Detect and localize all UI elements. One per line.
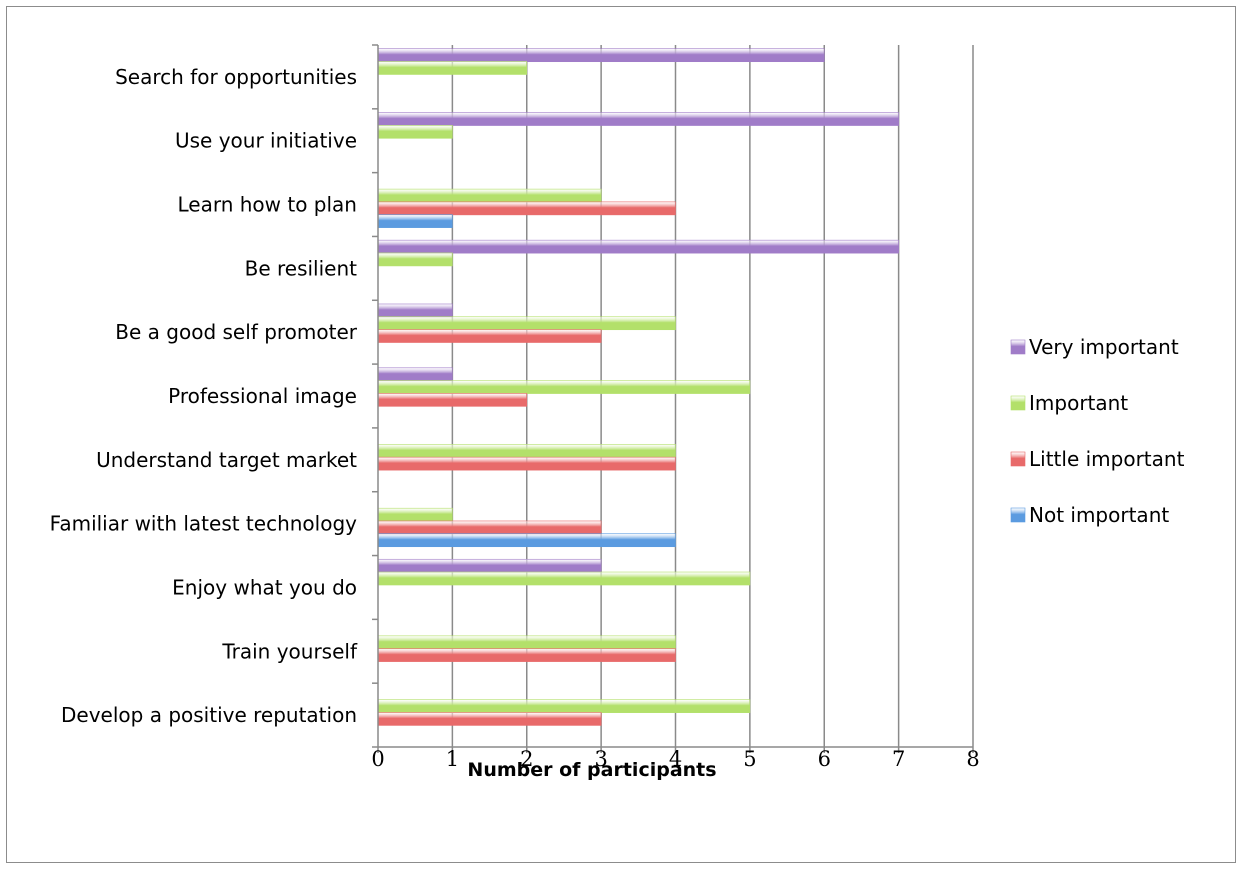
category-label-10: Develop a positive reputation <box>61 703 357 727</box>
category-label-3: Be resilient <box>245 256 358 280</box>
bar-1-8 <box>377 571 751 586</box>
legend-swatch-0 <box>1010 339 1026 355</box>
bar-2-4 <box>377 329 602 343</box>
bar-0-5 <box>377 367 453 382</box>
legend-label-0: Very important <box>1029 335 1179 359</box>
bar-3-7 <box>377 533 676 548</box>
bar-1-6 <box>377 444 676 458</box>
bar-2-7 <box>377 520 602 535</box>
bar-1-10 <box>377 699 751 713</box>
x-tick-label-0: 0 <box>371 747 384 771</box>
bar-1-9 <box>377 635 676 650</box>
x-tick-label-6: 6 <box>818 747 831 771</box>
bar-2-5 <box>377 393 528 407</box>
category-label-9: Train yourself <box>221 639 358 663</box>
bar-1-7 <box>377 507 453 522</box>
bar-2-10 <box>377 712 602 726</box>
x-tick-label-8: 8 <box>966 747 979 771</box>
x-tick-label-2: 2 <box>520 747 533 771</box>
bar-2-9 <box>377 648 676 662</box>
category-label-2: Learn how to plan <box>177 193 357 217</box>
legend-label-2: Little important <box>1029 447 1185 471</box>
chart-frame: Search for opportunities Use your initiat… <box>6 6 1236 863</box>
x-tick-label-4: 4 <box>669 747 682 771</box>
bar-0-8 <box>377 558 602 573</box>
legend-swatch-2 <box>1010 451 1026 467</box>
category-label-7: Familiar with latest technology <box>50 512 357 536</box>
category-label-0: Search for opportunities <box>115 65 357 89</box>
bar-1-5 <box>377 380 751 394</box>
bar-1-0 <box>377 61 528 75</box>
x-tick-label-1: 1 <box>446 747 459 771</box>
legend-label-1: Important <box>1029 391 1128 415</box>
legend-swatch-3 <box>1010 507 1026 523</box>
x-tick-label-3: 3 <box>594 747 607 771</box>
legend-swatch-1 <box>1010 395 1026 411</box>
bar-1-1 <box>377 124 453 139</box>
bar-0-3 <box>377 239 899 254</box>
bar-0-4 <box>377 303 453 318</box>
bars <box>377 48 899 726</box>
x-axis-title: Number of participants <box>467 759 716 781</box>
x-tick-label-7: 7 <box>892 747 905 771</box>
bar-1-4 <box>377 316 676 331</box>
category-label-4: Be a good self promoter <box>115 320 357 344</box>
bar-0-0 <box>377 48 825 63</box>
x-tick-labels: 0 1 2 3 4 5 6 7 8 <box>371 747 979 771</box>
category-label-5: Professional image <box>168 384 357 408</box>
category-label-6: Understand target market <box>96 448 357 472</box>
bar-0-1 <box>377 112 899 126</box>
legend-label-3: Not important <box>1029 503 1169 527</box>
legend: Very important Important Little important N… <box>1010 335 1185 527</box>
bar-2-2 <box>377 201 676 216</box>
bar-chart: Search for opportunities Use your initiat… <box>50 44 1185 781</box>
x-tick-label-5: 5 <box>743 747 756 771</box>
bar-1-2 <box>377 188 602 203</box>
axes <box>372 44 974 753</box>
bar-3-2 <box>377 214 453 228</box>
category-label-1: Use your initiative <box>175 129 357 153</box>
category-label-8: Enjoy what you do <box>172 575 357 599</box>
bar-2-6 <box>377 456 676 471</box>
bar-1-3 <box>377 252 453 267</box>
category-labels: Search for opportunities Use your initiat… <box>50 65 358 727</box>
grid-lines <box>451 45 974 747</box>
